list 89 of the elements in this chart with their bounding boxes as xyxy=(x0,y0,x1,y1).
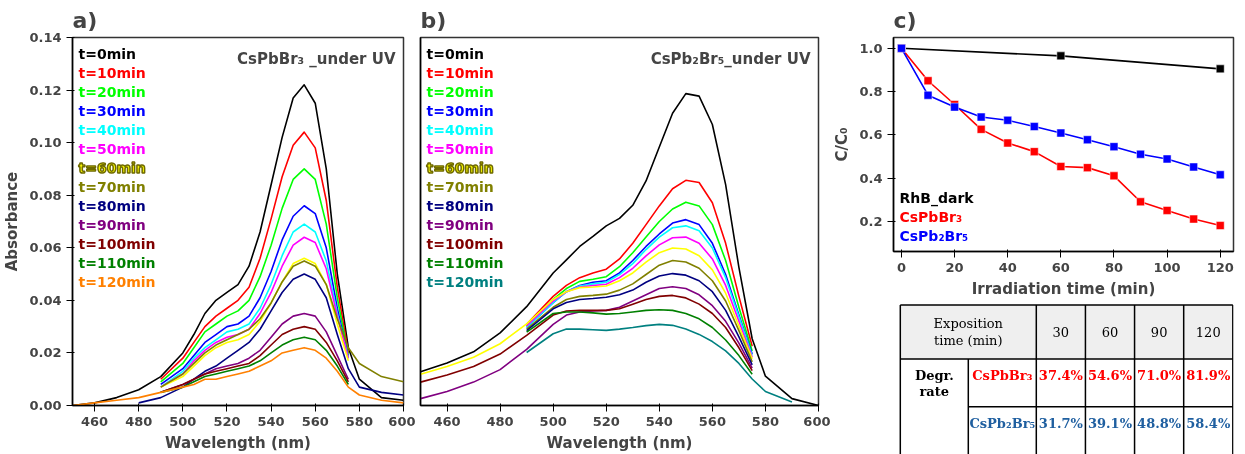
x-tick-label: 40 xyxy=(998,259,1017,275)
chart-title: b) xyxy=(420,7,447,33)
x-tick-label: 540 xyxy=(257,413,285,429)
chart-title: a) xyxy=(72,7,98,33)
x-tick-label: 120 xyxy=(1206,259,1234,275)
x-tick-label: 30 xyxy=(1052,325,1070,341)
y-tick-label: 0.06 xyxy=(29,240,62,256)
chart-title: c) xyxy=(893,7,917,33)
x-tick-label: 500 xyxy=(169,413,197,429)
x-tick-label: 20 xyxy=(945,259,964,275)
x-tick-label: 540 xyxy=(645,413,673,429)
text: t=10min xyxy=(426,64,494,81)
text: t=100min xyxy=(78,235,156,252)
text: t=10min xyxy=(78,64,146,81)
y-axis-title: C/C₀ xyxy=(833,127,852,162)
text: t=60min xyxy=(78,159,146,176)
text: t=80min xyxy=(78,197,146,214)
x-tick-label: 480 xyxy=(125,413,153,429)
x-axis-title: Irradiation time (min) xyxy=(971,279,1156,298)
text: t=100min xyxy=(426,235,504,252)
x-tick-label: 60 xyxy=(1101,325,1119,341)
x-tick-label: 560 xyxy=(698,413,726,429)
x-tick-label: 600 xyxy=(388,413,416,429)
y-axis-title: Absorbance xyxy=(3,171,22,272)
x-tick-label: 460 xyxy=(81,413,109,429)
x-tick-label: 460 xyxy=(433,413,461,429)
text: CsPb₂Br₅ xyxy=(899,227,969,244)
data-label: 58.4% xyxy=(1186,415,1231,431)
text: t=90min xyxy=(78,216,146,233)
y-tick-label: 0.02 xyxy=(29,345,62,361)
x-tick-label: 500 xyxy=(539,413,567,429)
y-tick-label: 0.04 xyxy=(29,292,62,308)
x-axis-title: Exposition time (min) xyxy=(933,316,1004,348)
annotation: CsPbBr₃ _under UV xyxy=(237,49,396,68)
text: t=120min xyxy=(78,273,156,290)
x-tick-label: 100 xyxy=(1153,259,1181,275)
x-tick-label: 580 xyxy=(751,413,780,429)
text: t=60min xyxy=(426,159,494,176)
text: t=20min xyxy=(78,83,146,100)
text: t=110min xyxy=(78,254,156,271)
text: t=0min xyxy=(426,45,485,62)
text: t=110min xyxy=(426,254,504,271)
data-label: 39.1% xyxy=(1087,415,1133,431)
x-tick-label: 0 xyxy=(896,259,906,275)
x-tick-label: 520 xyxy=(592,413,620,429)
text: t=90min xyxy=(426,216,494,233)
data-label: 48.8% xyxy=(1137,415,1182,431)
text: t=70min xyxy=(78,178,146,195)
text: t=30min xyxy=(426,102,494,119)
text: CsPb₂Br₅_under UV xyxy=(650,49,811,68)
y-tick-label: 0.12 xyxy=(29,82,62,98)
x-tick-label: 600 xyxy=(803,413,831,429)
text: t=30min xyxy=(78,102,146,119)
y-tick-label: 0.4 xyxy=(859,170,883,186)
x-tick-label: 60 xyxy=(1051,259,1070,275)
y-tick-label: 1.0 xyxy=(859,40,883,56)
y-axis-title: Degr. rate xyxy=(914,367,954,400)
data-label: 31.7% xyxy=(1038,415,1084,431)
x-tick-label: 520 xyxy=(213,413,241,429)
x-tick-label: 80 xyxy=(1104,259,1124,275)
text: RhB_dark xyxy=(899,189,975,207)
data-label: 54.6% xyxy=(1087,368,1133,384)
text: t=70min xyxy=(426,178,494,195)
x-axis-title: Wavelength (nm) xyxy=(546,433,693,452)
data-label: 37.4% xyxy=(1038,368,1084,384)
data-label: 81.9% xyxy=(1186,368,1231,384)
y-tick-label: 0.10 xyxy=(29,135,62,151)
y-tick-label: 0.08 xyxy=(29,187,62,203)
x-tick-label: 90 xyxy=(1150,325,1168,341)
data-label: 71.0% xyxy=(1137,368,1182,384)
text: t=40min xyxy=(426,121,494,138)
x-tick-label: 580 xyxy=(345,413,373,429)
y-tick-label: 0.2 xyxy=(859,213,883,229)
x-tick-label: 480 xyxy=(486,413,514,429)
text: t=80min xyxy=(426,197,494,214)
text: t=50min xyxy=(78,140,146,157)
y-tick-label: 0.00 xyxy=(29,398,62,413)
y-tick-label: 0.14 xyxy=(29,30,62,45)
text: CsPbBr₃ xyxy=(899,208,963,225)
text: t=120min xyxy=(426,273,504,290)
x-tick-label: 560 xyxy=(301,413,329,429)
text: t=40min xyxy=(78,121,146,138)
text: t=0min xyxy=(78,45,137,62)
text: t=50min xyxy=(426,140,494,157)
y-tick-label: 0.6 xyxy=(859,127,883,143)
y-tick-label: 0.8 xyxy=(859,84,883,100)
x-axis-title: Wavelength (nm) xyxy=(165,433,311,452)
x-tick-label: 120 xyxy=(1195,325,1221,341)
text: t=20min xyxy=(426,83,494,100)
